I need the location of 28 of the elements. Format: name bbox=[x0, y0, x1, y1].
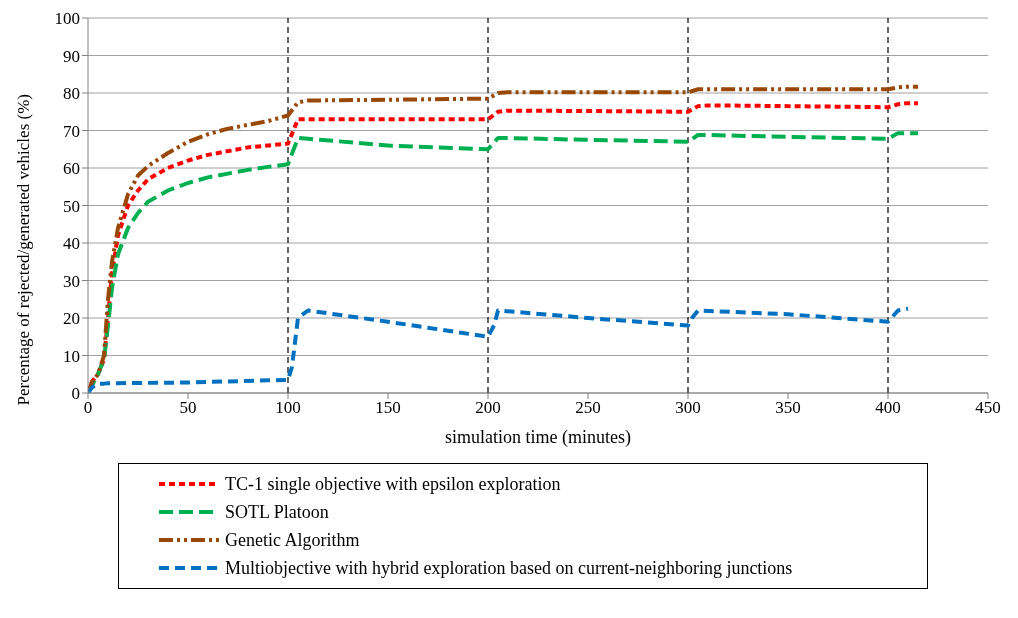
x-tick-label: 250 bbox=[575, 398, 601, 418]
x-tick-label: 300 bbox=[675, 398, 701, 418]
y-tick-label: 100 bbox=[54, 9, 80, 29]
x-tick-label: 150 bbox=[375, 398, 401, 418]
legend-label: SOTL Platoon bbox=[225, 501, 329, 523]
legend-label: Multiobjective with hybrid exploration based on current-neighboring junctions bbox=[225, 557, 793, 579]
x-tick-label: 50 bbox=[179, 398, 197, 418]
x-axis-title: simulation time (minutes) bbox=[445, 427, 631, 448]
x-tick-label: 0 bbox=[83, 398, 93, 418]
y-tick-label: 60 bbox=[63, 159, 80, 179]
legend-label: Genetic Algorithm bbox=[225, 529, 360, 551]
y-tick-label: 40 bbox=[63, 234, 80, 254]
y-tick-label: 30 bbox=[63, 271, 80, 291]
x-tick-label: 450 bbox=[975, 398, 1001, 418]
y-tick-label: 10 bbox=[63, 346, 80, 366]
x-tick-label: 350 bbox=[775, 398, 801, 418]
x-tick-label: 400 bbox=[875, 398, 901, 418]
x-tick-label: 200 bbox=[475, 398, 501, 418]
y-tick-label: 90 bbox=[63, 46, 80, 66]
y-tick-label: 20 bbox=[63, 309, 80, 329]
y-tick-label: 0 bbox=[71, 384, 80, 404]
x-tick-label: 100 bbox=[275, 398, 301, 418]
y-tick-label: 80 bbox=[63, 84, 80, 104]
y-tick-label: 50 bbox=[63, 196, 80, 216]
legend-label: TC-1 single objective with epsilon exploration bbox=[225, 473, 561, 495]
y-tick-label: 70 bbox=[63, 121, 80, 141]
y-axis-title: Percentage of rejected/generated vehicles (%) bbox=[14, 94, 34, 406]
line-series bbox=[88, 306, 910, 393]
